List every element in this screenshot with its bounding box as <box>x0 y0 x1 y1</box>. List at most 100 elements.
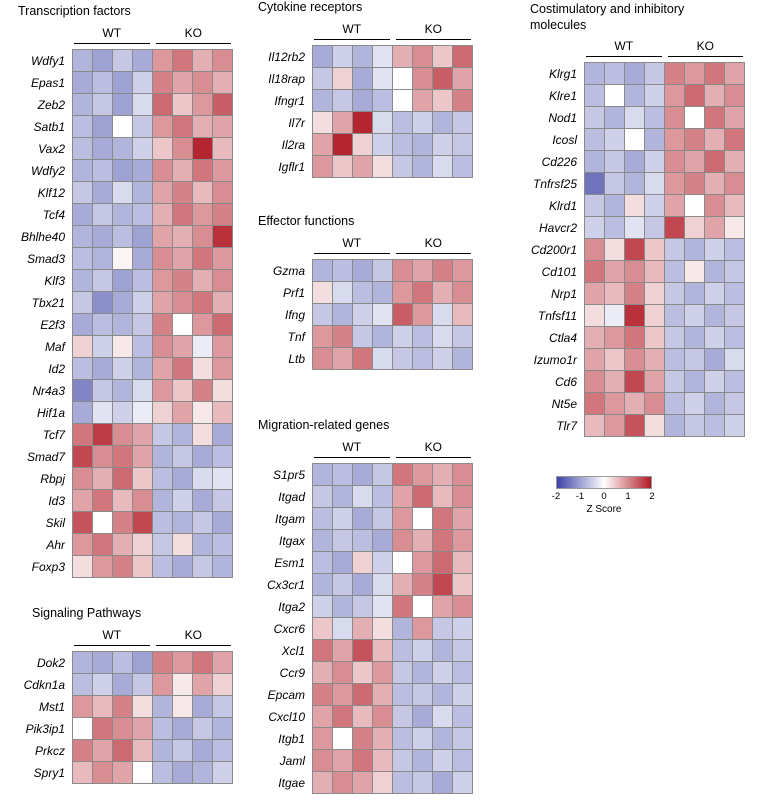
heatmap-cell <box>133 269 152 291</box>
heatmap-cell <box>173 511 192 533</box>
heatmap-cell <box>685 129 704 151</box>
heatmap-cell <box>173 137 192 159</box>
heatmap-cell <box>685 195 704 217</box>
gene-label: Itgae <box>278 775 305 790</box>
heatmap-cell <box>213 93 232 115</box>
group-wt-label: WT <box>74 26 150 44</box>
gene-label: Tcf7 <box>42 427 65 442</box>
heatmap-cell <box>413 347 432 369</box>
gene-label: Zeb2 <box>37 97 65 112</box>
heatmap-cell <box>133 695 152 717</box>
heatmap-cell <box>705 415 724 437</box>
heatmap-cell <box>725 63 744 85</box>
heatmap-cell <box>333 155 352 177</box>
ko-label: KO <box>424 21 442 36</box>
heatmap-cell <box>173 489 192 511</box>
heatmap-cell <box>193 71 212 93</box>
heatmap-cell <box>133 225 152 247</box>
group-ko-label: KO <box>155 26 231 44</box>
heatmap-cell <box>453 45 472 67</box>
heatmap-cell <box>333 705 352 727</box>
heatmap-cell <box>93 467 112 489</box>
heatmap-cell <box>333 617 352 639</box>
heatmap-cell <box>665 327 684 349</box>
heatmap-cell <box>133 291 152 313</box>
heatmap-cell <box>133 115 152 137</box>
gene-label: Il7r <box>288 115 305 130</box>
group-wt-label: WT <box>586 39 662 58</box>
heatmap-cell <box>685 415 704 437</box>
heatmap-cell <box>73 71 92 93</box>
heatmap-cell <box>585 63 604 85</box>
heatmap-cell <box>113 379 132 401</box>
gene-label: Smad7 <box>26 449 65 464</box>
gene-label: Bhlhe40 <box>20 229 65 244</box>
heatmap-cell <box>353 111 372 133</box>
heatmap-cell <box>213 357 232 379</box>
heatmap-cell <box>625 217 644 239</box>
heatmap-cell <box>333 595 352 617</box>
heatmap-cell <box>213 489 232 511</box>
heatmap-cell <box>585 393 604 415</box>
heatmap-cell <box>393 45 412 67</box>
heatmap-cell <box>153 511 172 533</box>
heatmap-cell <box>173 225 192 247</box>
heatmap-cell <box>393 485 412 507</box>
heatmap-cell <box>665 261 684 283</box>
heatmap-cell <box>313 281 332 303</box>
heatmap-cell <box>705 63 724 85</box>
heatmap-cell <box>433 639 452 661</box>
heatmap-cell <box>73 511 92 533</box>
heatmap-cell <box>453 325 472 347</box>
heatmap-cell <box>585 261 604 283</box>
group-ko-label: KO <box>667 39 743 58</box>
legend-tick: -2 <box>551 491 561 502</box>
heatmap-cell <box>73 379 92 401</box>
heatmap-cell <box>153 181 172 203</box>
heatmap-cell <box>453 155 472 177</box>
heatmap-cell <box>353 573 372 595</box>
gene-label: Wdfy1 <box>30 53 65 68</box>
group-header: WT KO <box>72 26 233 44</box>
heatmap-cell <box>353 155 372 177</box>
heatmap-cell <box>453 463 472 485</box>
heatmap-cell <box>453 727 472 749</box>
heatmap-cell <box>685 63 704 85</box>
heatmap-cell <box>353 617 372 639</box>
panel-title: Migration-related genes <box>258 418 390 432</box>
heatmap-cell <box>313 639 332 661</box>
heatmap-cell <box>393 705 412 727</box>
heatmap-cell <box>353 595 372 617</box>
heatmap-cell <box>705 239 724 261</box>
heatmap-cell <box>193 93 212 115</box>
heatmap-cell <box>453 573 472 595</box>
heatmap-cell <box>133 313 152 335</box>
gene-label: Ltb <box>288 351 305 366</box>
panel-signaling-pathways: Signaling Pathways WT KO Dok2 Cdkn1a Mst1 P… <box>12 606 233 784</box>
heatmap-cell <box>73 247 92 269</box>
heatmap-cell <box>113 115 132 137</box>
heatmap-cell <box>193 761 212 783</box>
heatmap-cell <box>353 89 372 111</box>
panel-title: Effector functions <box>258 214 355 228</box>
heatmap-cell <box>213 533 232 555</box>
gene-label: Il18rap <box>268 71 305 86</box>
heatmap-cell <box>153 695 172 717</box>
heatmap-cell <box>93 357 112 379</box>
heatmap-cell <box>213 225 232 247</box>
gene-label: Nr4a3 <box>32 383 65 398</box>
heatmap-cell <box>373 45 392 67</box>
heatmap-cell <box>73 203 92 225</box>
heatmap-cell <box>193 695 212 717</box>
heatmap-cell <box>373 551 392 573</box>
heatmap-cell <box>685 261 704 283</box>
gene-labels: S1pr5 Itgad Itgam Itgax Esm1 Cx3cr1 Itga2 Cxcr6… <box>252 463 312 794</box>
heatmap-cell <box>353 727 372 749</box>
heatmap-cell <box>313 111 332 133</box>
heatmap-cell <box>213 247 232 269</box>
heatmap-cell <box>645 261 664 283</box>
heatmap-cell <box>645 107 664 129</box>
legend-tick: -1 <box>575 491 585 502</box>
heatmap-cell <box>93 269 112 291</box>
heatmap-cell <box>313 551 332 573</box>
